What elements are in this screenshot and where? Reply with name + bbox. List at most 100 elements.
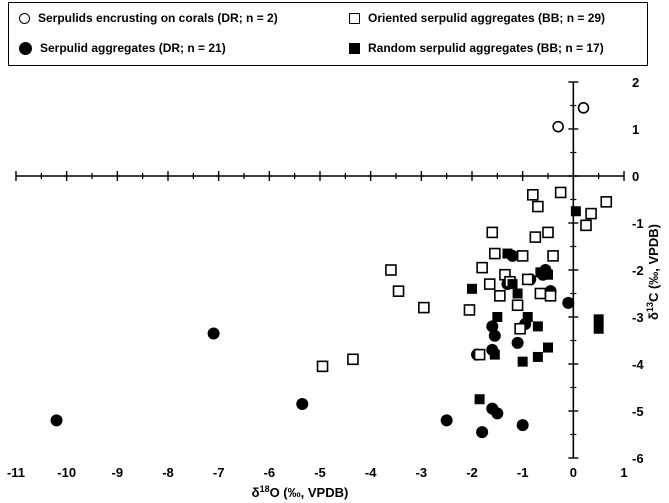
data-point [489,349,500,360]
x-tick-label: -10 [57,465,76,480]
data-point [476,261,488,274]
data-point [440,414,453,427]
x-tick-label: -5 [314,465,326,480]
data-point [467,283,477,294]
data-point [491,407,504,420]
y-axis-title: δ13C (‰, VPDB) [645,224,661,320]
legend-label: Random serpulid aggregates (BB; n = 17) [368,41,604,55]
data-point [570,206,581,217]
data-point [494,290,506,302]
legend-label: Serpulid aggregates (DR; n = 21) [40,41,226,55]
data-point [507,279,518,290]
data-point [522,312,533,322]
legend: Serpulids encrusting on corals (DR; n = … [8,2,648,66]
x-tick-label: 0 [570,465,577,480]
data-point [50,414,63,427]
data-point [593,314,604,325]
data-point [511,299,524,312]
data-point [316,360,329,373]
x-tick-label: -1 [517,465,529,480]
y-tick-label: -6 [632,451,644,466]
legend-label: Serpulids encrusting on corals (DR; n = … [38,11,278,25]
y-tick-label: 1 [632,122,639,137]
data-point [532,351,543,362]
data-point [502,248,513,259]
data-point [207,327,220,340]
open-circle-icon [19,12,30,24]
x-tick-label: -9 [112,465,124,480]
data-point [463,304,476,316]
data-point [486,320,499,333]
data-point [512,288,523,299]
data-point [486,226,499,239]
legend-entry-encrusting: Serpulids encrusting on corals (DR; n = … [19,11,278,25]
x-tick-label: -2 [466,465,478,480]
data-point [534,287,547,300]
y-tick-label: -2 [632,263,644,278]
series-filled-circle [50,249,575,439]
data-marks [50,102,613,439]
y-tick-label: 2 [632,75,639,90]
y-tick-label: -1 [632,216,644,231]
data-point [488,329,501,342]
x-tick-label: -4 [365,465,377,480]
y-tick-label: 0 [632,169,639,184]
data-point [532,200,544,213]
data-point [535,267,546,278]
x-tick-label: 1 [620,465,627,480]
data-point [347,353,359,366]
filled-circle-icon [19,41,32,55]
data-point [580,219,592,232]
data-point [476,426,489,439]
x-tick-label: -3 [416,465,428,480]
data-point [514,322,526,335]
open-square-icon [349,12,360,24]
x-tick-label: -6 [264,465,276,480]
legend-label: Oriented serpulid aggregates (BB; n = 29… [368,11,606,25]
y-tick-label: -3 [632,310,644,325]
x-tick-label: -7 [213,465,225,480]
data-point [474,394,485,405]
data-point [516,419,529,432]
data-point [488,247,501,260]
legend-entry-oriented: Oriented serpulid aggregates (BB; n = 29… [349,11,605,25]
legend-entry-random: Random serpulid aggregates (BB; n = 17) [349,41,604,55]
data-point [473,348,486,361]
data-point [585,207,597,220]
data-point [511,336,524,349]
data-point [517,356,528,367]
data-point [542,226,554,239]
series-filled-square [467,206,604,405]
series-open-square [316,186,613,373]
data-point [552,120,564,133]
data-point [529,231,542,243]
series-open-circle [552,102,590,133]
data-point [593,323,604,334]
data-point [577,102,590,114]
data-point [532,321,543,332]
data-point [516,250,529,262]
data-point [492,312,503,322]
data-point [392,285,405,297]
data-point [526,189,539,201]
data-point [543,342,553,353]
data-point [544,290,557,302]
axes: -11 -10 -9 -8 -7 -6 -5 -4 -3 -2 -1 0 1210-1-2-3-4-5-… [7,75,644,480]
data-point [600,196,613,208]
legend-entry-serpulid-aggregates: Serpulid aggregates (DR; n = 21) [19,41,226,55]
data-point [385,264,397,276]
x-tick-label: -11 [7,465,25,480]
data-point [554,186,567,199]
data-point [547,250,559,262]
x-axis-title: δ18O (‰, VPDB) [252,484,349,500]
data-point [521,273,534,286]
data-point [418,301,430,314]
filled-square-icon [349,42,360,54]
data-point [543,269,553,280]
y-tick-label: -4 [632,357,644,372]
x-tick-label: -8 [162,465,174,480]
data-point [562,296,575,309]
y-tick-label: -5 [632,404,644,419]
data-point [483,278,496,290]
